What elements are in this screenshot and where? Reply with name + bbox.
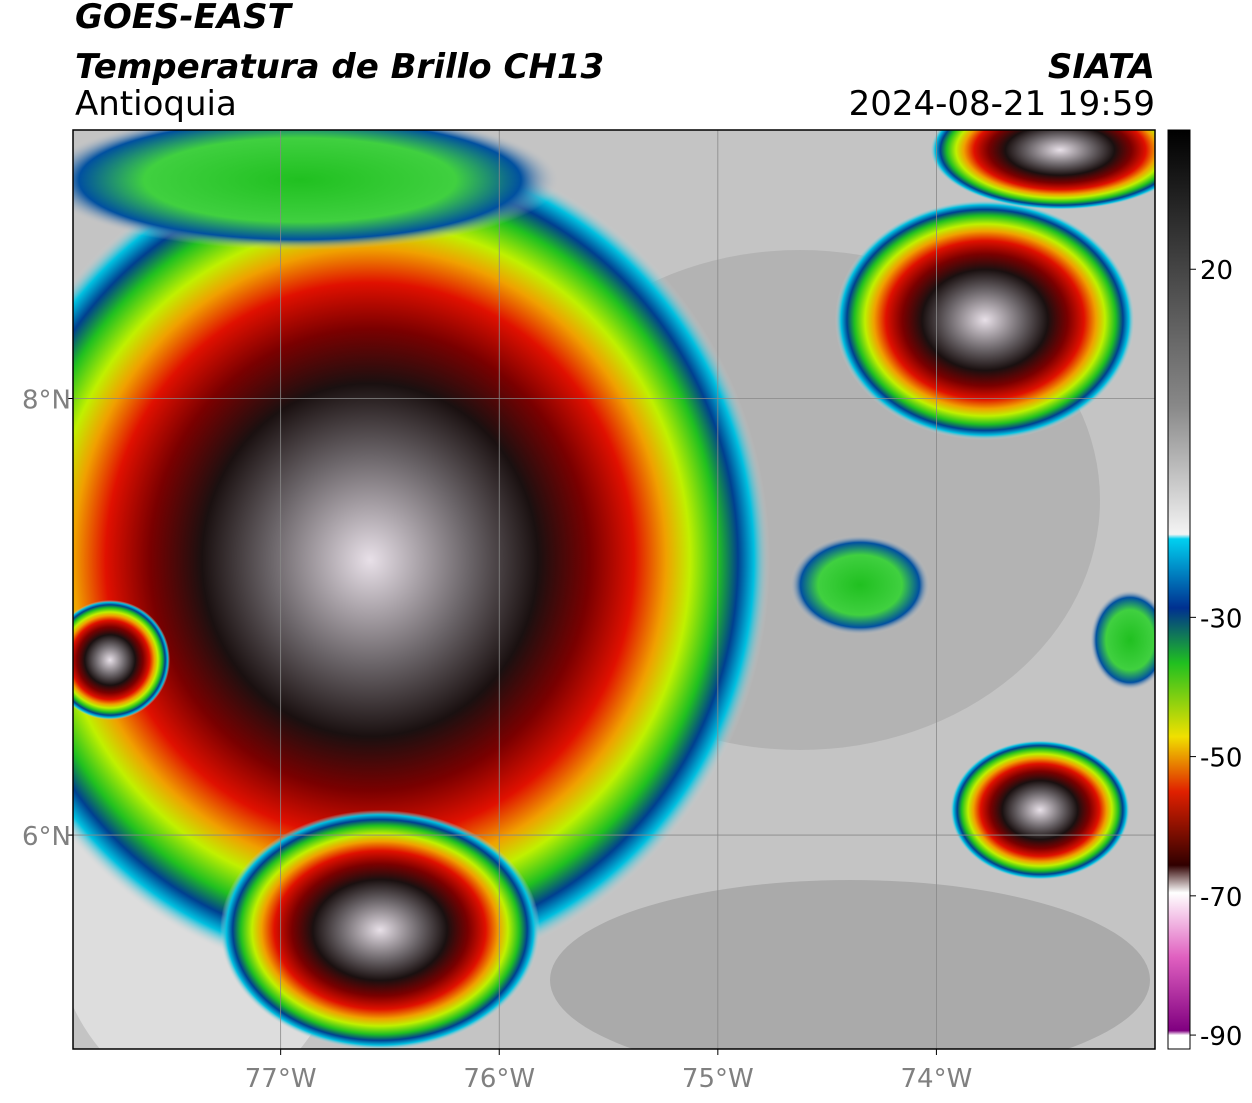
subtitle: Temperatura de Brillo CH13 [75,47,604,87]
colorbar-label: 20 [1200,256,1233,286]
colorbar-label: -30 [1200,604,1242,634]
colorbar-label: -90 [1200,1022,1242,1052]
y-tick-label: 8°N [22,385,71,415]
title: GOES-EAST [75,0,294,37]
graticule [73,130,1155,1049]
y-tick-label: 6°N [22,822,71,852]
x-tick-label: 74°W [901,1064,973,1094]
colorbar-label: -70 [1200,883,1242,913]
x-tick-label: 76°W [463,1064,535,1094]
source: SIATA [1048,47,1155,87]
colorbar [1167,129,1191,1050]
map-frame [72,129,1156,1050]
datetime: 2024-08-21 19:59 [849,84,1155,124]
colorbar-label: -50 [1200,744,1242,774]
region: Antioquia [75,84,237,124]
satellite-image [73,130,1155,1049]
x-tick-label: 77°W [245,1064,317,1094]
x-tick-label: 75°W [682,1064,754,1094]
